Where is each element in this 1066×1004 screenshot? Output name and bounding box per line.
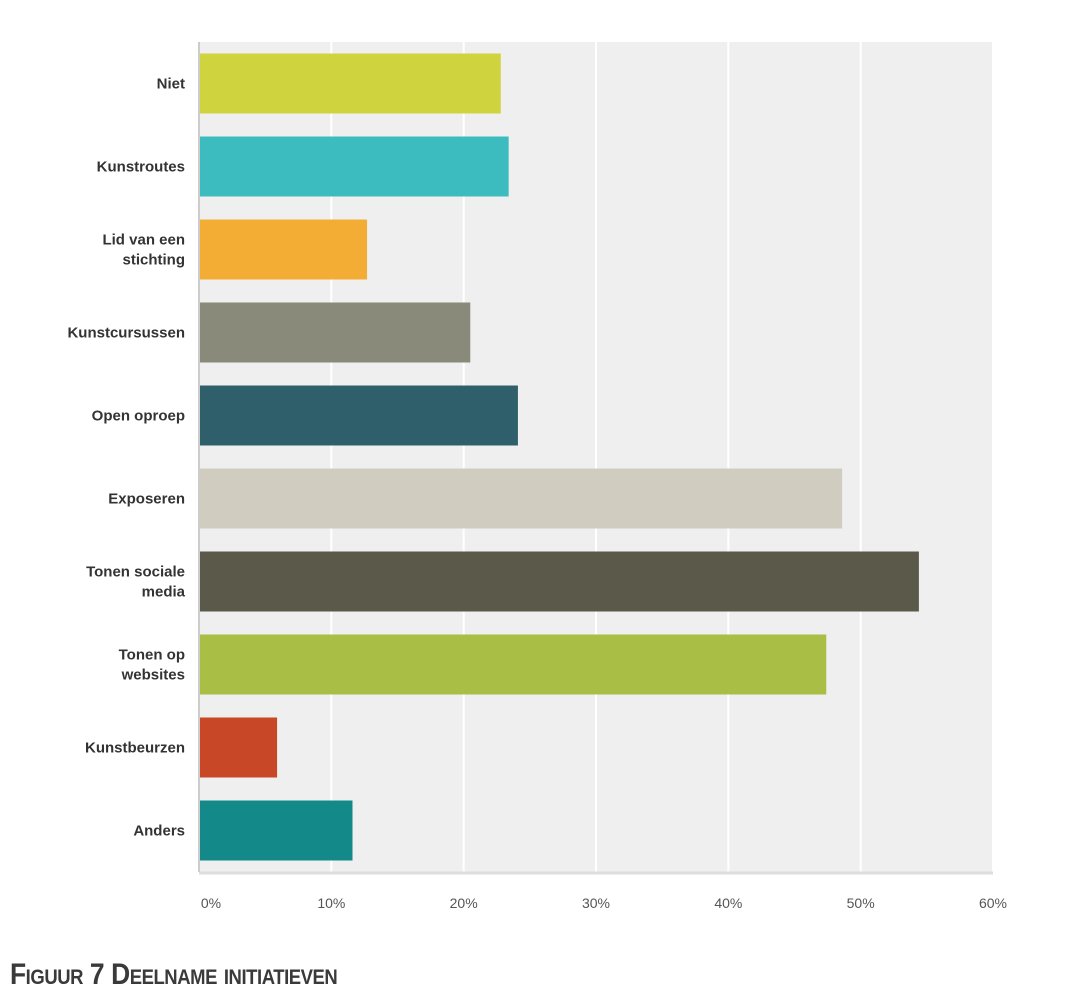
x-tick-label: 20% xyxy=(450,895,478,911)
category-label: Niet xyxy=(157,76,185,93)
category-label: Exposeren xyxy=(108,491,185,508)
x-tick-label: 40% xyxy=(714,895,742,911)
category-label: websites xyxy=(121,667,185,684)
bar-chart: 0% 10% 20% 30% 40% 50% 60% Niet Kunstroutes Lid v… xyxy=(67,42,1007,911)
bar-tonen-sociale-media xyxy=(200,551,919,612)
x-tick-label: 0% xyxy=(201,895,221,911)
bar-tonen-op-websites xyxy=(200,634,827,695)
category-label: Tonen sociale xyxy=(86,564,185,581)
category-label: Open oproep xyxy=(92,408,185,425)
category-label: Kunstcursussen xyxy=(67,325,185,342)
bar-lid-van-een-stichting xyxy=(200,219,368,280)
category-label: media xyxy=(142,584,186,601)
x-tick-label: 60% xyxy=(979,895,1007,911)
figure-caption: Figuur 7 Deelname initiatieven xyxy=(10,958,338,991)
category-label: Kunstbeurzen xyxy=(85,740,185,757)
category-label: stichting xyxy=(123,252,186,269)
bar-anders xyxy=(200,800,353,861)
category-label: Lid van een xyxy=(102,232,185,249)
bar-kunstcursussen xyxy=(200,302,471,363)
bar-kunstbeurzen xyxy=(200,717,278,778)
bar-niet xyxy=(200,53,501,114)
category-label: Anders xyxy=(133,823,185,840)
category-label: Kunstroutes xyxy=(97,159,185,176)
x-tick-label: 50% xyxy=(847,895,875,911)
bar-kunstroutes xyxy=(200,136,509,197)
x-tick-label: 10% xyxy=(317,895,345,911)
bar-exposeren xyxy=(200,468,843,529)
bar-open-oproep xyxy=(200,385,518,446)
x-tick-label: 30% xyxy=(582,895,610,911)
category-label: Tonen op xyxy=(119,647,185,664)
